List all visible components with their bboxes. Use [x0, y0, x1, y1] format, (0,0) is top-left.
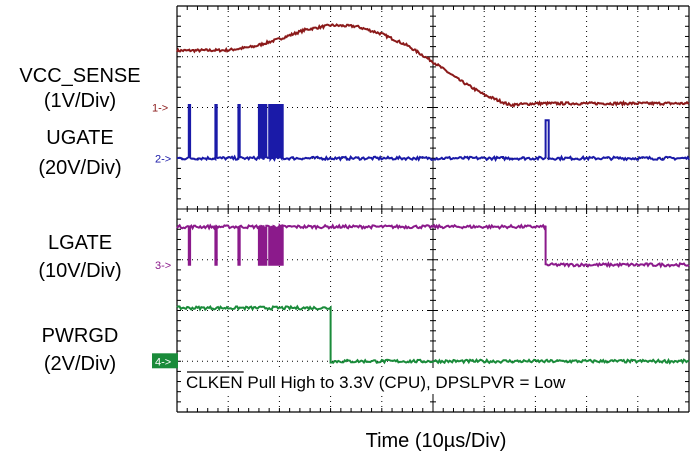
trace-pwrgd: [176, 304, 690, 365]
annotation-background: [181, 368, 653, 394]
ch1-scale: (1V/Div): [44, 90, 116, 112]
ch3-ground-marker: 3->: [155, 260, 171, 272]
ch4-name: PWRGD: [42, 325, 119, 347]
annotation-rest: Pull High to 3.3V (CPU), DPSLPVR = Low: [243, 373, 566, 392]
trace-ugate: [176, 104, 690, 163]
ch4-scale: (2V/Div): [44, 353, 116, 375]
ch2-ground-marker: 2->: [155, 153, 171, 165]
trace-lgate: [176, 222, 690, 269]
annotation-text: CLKEN Pull High to 3.3V (CPU), DPSLPVR =…: [186, 373, 566, 392]
ch4-ground-marker: 4->: [155, 356, 171, 368]
traces: [176, 23, 690, 365]
trace-vcc-sense: [176, 23, 690, 108]
ch4-marker-box: [152, 353, 178, 369]
ch1-ground-marker: 1->: [152, 103, 168, 115]
ch1-name: VCC_SENSE: [19, 65, 140, 87]
x-axis-label: Time (10µs/Div): [366, 430, 507, 452]
ch3-scale: (10V/Div): [38, 260, 121, 282]
ch2-name: UGATE: [46, 127, 113, 149]
ch2-scale: (20V/Div): [38, 157, 121, 179]
annotation-overlined-word: CLKEN: [186, 373, 243, 392]
ch3-name: LGATE: [48, 232, 112, 254]
graticule: [176, 5, 690, 413]
